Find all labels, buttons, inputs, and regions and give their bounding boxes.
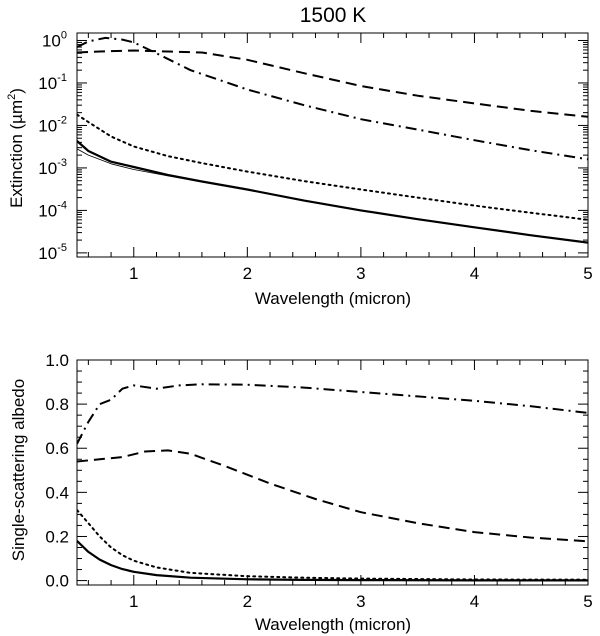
x-tick-label: 4 [470, 264, 479, 283]
x-tick-label: 1 [129, 592, 138, 611]
series-line-dash-dot [77, 36, 588, 161]
albedo-x-label: Wavelength (micron) [255, 615, 411, 634]
y-tick-label: 1.0 [45, 351, 69, 370]
albedo-y-label: Single-scattering albedo [9, 379, 28, 561]
y-tick-label: 10-5 [38, 242, 67, 263]
extinction-y-label-sup: 2 [6, 94, 18, 100]
series-line-dash-dot [77, 383, 588, 445]
albedo-panel: Single-scattering albedo Wavelength (mic… [9, 351, 593, 634]
y-tick-label: 10-2 [38, 114, 67, 135]
extinction-panel: 1500 K Extinction (µm2) Wavelength (micr… [6, 4, 593, 308]
y-tick-label: 0.6 [45, 439, 69, 458]
series-line-solid [77, 540, 588, 582]
series-line-dashed [77, 49, 588, 118]
y-tick-label: 100 [42, 29, 67, 50]
y-tick-label: 0.8 [45, 395, 69, 414]
x-tick-label: 3 [356, 264, 365, 283]
extinction-title: 1500 K [300, 4, 367, 27]
y-tick-label: 10-4 [38, 199, 67, 220]
x-tick-label: 3 [356, 592, 365, 611]
x-tick-label: 5 [583, 264, 592, 283]
y-tick-label: 0.0 [45, 572, 69, 591]
x-tick-label: 2 [243, 592, 252, 611]
y-tick-label: 10-3 [38, 157, 67, 178]
y-tick-label: 0.4 [45, 483, 69, 502]
series-line-solid-thin [77, 148, 248, 190]
extinction-y-label: Extinction (µm2) [6, 88, 26, 208]
y-tick-label: 10-1 [38, 72, 67, 93]
plot-frame [76, 359, 589, 586]
x-tick-label: 2 [243, 264, 252, 283]
x-tick-label: 1 [129, 264, 138, 283]
extinction-x-label: Wavelength (micron) [255, 289, 411, 308]
series-line-solid-thick [77, 140, 588, 244]
x-tick-label: 5 [583, 592, 592, 611]
x-tick-label: 4 [470, 592, 479, 611]
series-line-dotted [77, 113, 588, 221]
series-line-dotted [77, 509, 588, 581]
plot-frame [76, 32, 589, 258]
series-line-dashed [77, 449, 588, 543]
y-tick-label: 0.2 [45, 527, 69, 546]
